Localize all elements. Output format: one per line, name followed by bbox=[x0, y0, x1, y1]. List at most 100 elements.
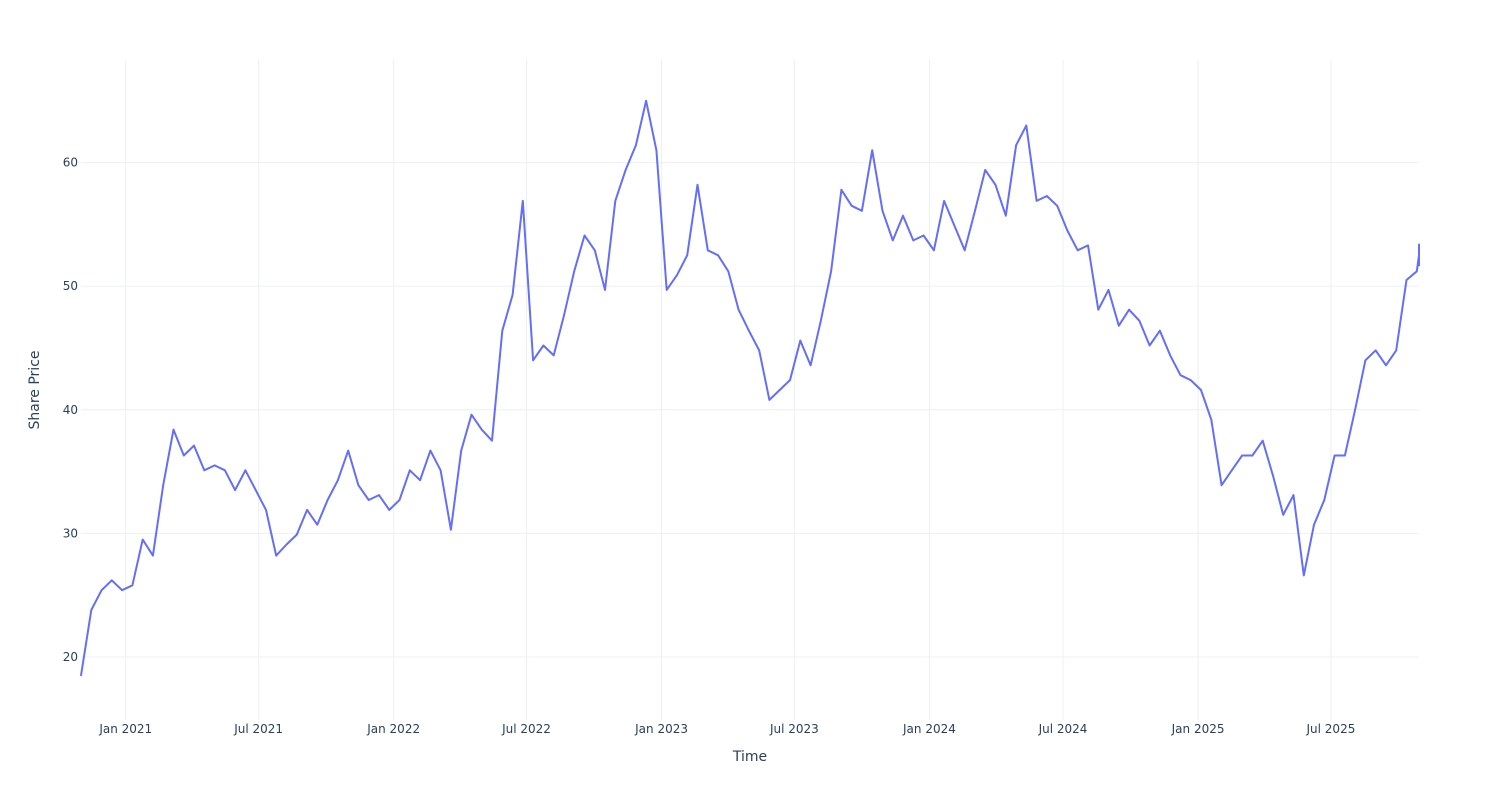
data-point bbox=[1302, 574, 1305, 577]
data-point bbox=[460, 449, 462, 452]
data-point bbox=[337, 479, 339, 482]
x-tick-label: Jul 2021 bbox=[233, 722, 283, 736]
data-point bbox=[244, 469, 247, 472]
data-point bbox=[727, 270, 730, 273]
data-point bbox=[152, 554, 154, 557]
data-point bbox=[398, 499, 401, 501]
data-point bbox=[1220, 484, 1223, 486]
grid bbox=[81, 60, 1419, 720]
data-point bbox=[347, 449, 349, 452]
data-point bbox=[1159, 329, 1161, 332]
data-point bbox=[213, 464, 216, 467]
data-point bbox=[111, 579, 113, 582]
series-line-share-price bbox=[80, 99, 1420, 676]
data-point bbox=[254, 489, 257, 491]
data-point bbox=[1046, 195, 1048, 197]
data-point bbox=[943, 200, 945, 202]
data-point bbox=[1066, 229, 1069, 232]
x-tick-label: Jul 2025 bbox=[1306, 722, 1356, 736]
data-point bbox=[1405, 279, 1408, 281]
data-point bbox=[963, 249, 966, 252]
x-tick-label: Jan 2021 bbox=[98, 722, 152, 736]
data-point bbox=[295, 533, 298, 536]
x-tick-label: Jul 2024 bbox=[1038, 722, 1088, 736]
data-point bbox=[676, 274, 678, 276]
data-point bbox=[1138, 319, 1141, 322]
y-tick-label: 60 bbox=[63, 156, 78, 170]
data-point bbox=[491, 439, 493, 442]
data-point bbox=[891, 239, 894, 242]
data-point bbox=[141, 538, 144, 541]
data-point bbox=[850, 205, 853, 207]
data-point bbox=[90, 609, 93, 611]
data-point bbox=[1418, 264, 1420, 266]
x-axis-ticks: Jan 2021 Jul 2021 Jan 2022 Jul 2022 Jan 2023… bbox=[98, 722, 1355, 736]
data-point bbox=[1385, 364, 1387, 367]
data-point bbox=[1004, 214, 1007, 217]
data-point bbox=[1313, 523, 1315, 526]
data-point bbox=[1344, 454, 1346, 457]
data-point bbox=[1200, 389, 1202, 391]
data-point bbox=[686, 254, 689, 257]
data-point bbox=[655, 149, 658, 152]
data-point bbox=[203, 469, 206, 472]
data-point bbox=[1251, 454, 1254, 457]
data-point bbox=[131, 584, 134, 587]
data-point bbox=[809, 364, 812, 367]
data-point bbox=[563, 315, 565, 317]
data-point bbox=[224, 469, 226, 472]
data-point bbox=[1056, 205, 1058, 207]
data-point bbox=[984, 169, 987, 171]
data-point bbox=[1107, 289, 1110, 291]
data-point bbox=[1210, 418, 1213, 421]
data-point bbox=[172, 428, 175, 431]
data-point bbox=[1418, 243, 1420, 245]
data-point bbox=[1333, 454, 1336, 457]
data-point bbox=[778, 389, 781, 391]
data-point bbox=[470, 413, 473, 416]
y-axis-title: Share Price bbox=[27, 350, 43, 429]
data-point bbox=[265, 509, 267, 511]
data-point bbox=[1272, 474, 1274, 477]
data-point bbox=[121, 589, 123, 592]
data-point bbox=[285, 543, 288, 546]
data-point bbox=[789, 379, 791, 381]
data-point bbox=[419, 479, 421, 482]
data-point bbox=[1231, 469, 1233, 472]
data-point bbox=[326, 499, 329, 501]
data-point bbox=[604, 289, 606, 291]
data-point bbox=[717, 254, 719, 257]
data-point bbox=[367, 499, 370, 501]
data-point bbox=[501, 329, 504, 332]
x-axis-title: Time bbox=[732, 749, 767, 765]
data-point bbox=[552, 354, 555, 357]
data-point bbox=[871, 149, 874, 152]
data-point bbox=[162, 484, 165, 486]
data-point bbox=[306, 509, 308, 511]
data-point bbox=[614, 200, 617, 202]
x-tick-label: Jan 2025 bbox=[1171, 722, 1225, 736]
data-point bbox=[593, 249, 596, 252]
data-point bbox=[80, 674, 82, 677]
data-point bbox=[1118, 324, 1120, 327]
data-point bbox=[511, 294, 514, 296]
data-point bbox=[1241, 454, 1243, 457]
data-point bbox=[902, 214, 904, 217]
data-point bbox=[1097, 308, 1100, 311]
data-point bbox=[1076, 249, 1079, 252]
data-point bbox=[861, 209, 863, 212]
data-point bbox=[1189, 379, 1192, 381]
data-point bbox=[275, 554, 278, 557]
data-point bbox=[1415, 270, 1418, 273]
data-point bbox=[1169, 354, 1171, 357]
data-point bbox=[1282, 514, 1285, 516]
data-point bbox=[820, 319, 822, 322]
data-point bbox=[182, 454, 185, 457]
x-tick-label: Jul 2023 bbox=[769, 722, 819, 736]
x-tick-label: Jul 2022 bbox=[501, 722, 551, 736]
y-axis-ticks: 20 30 40 50 60 bbox=[63, 156, 78, 664]
data-point bbox=[830, 270, 832, 273]
data-point bbox=[357, 484, 360, 486]
x-tick-label: Jan 2024 bbox=[902, 722, 956, 736]
data-point bbox=[922, 234, 925, 237]
